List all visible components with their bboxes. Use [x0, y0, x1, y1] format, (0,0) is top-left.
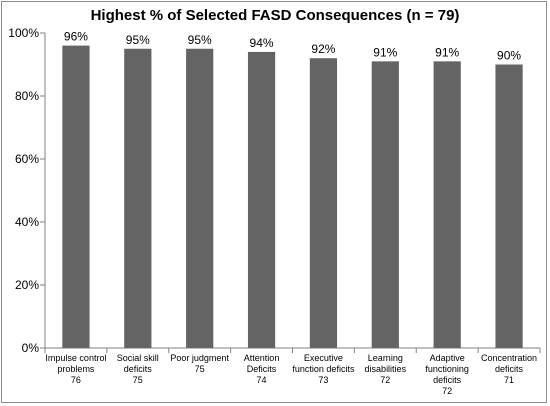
- y-tick-label: 100%: [8, 26, 39, 40]
- y-axis: 0% 20% 40% 60% 80% 100%: [8, 26, 46, 355]
- category-label-line: Poor judgment: [170, 353, 229, 363]
- bar: [433, 61, 461, 348]
- y-tick-label: 80%: [15, 89, 39, 103]
- data-label: 91%: [435, 45, 459, 59]
- category-label-line: problems: [57, 364, 95, 374]
- category-label: Attention Deficits 74: [244, 353, 280, 385]
- category-label-line: 75: [133, 375, 143, 385]
- category-label-line: deficits: [495, 364, 524, 374]
- category-label-line: 75: [195, 364, 205, 374]
- category-label-line: Adaptive: [430, 353, 465, 363]
- data-label: 94%: [250, 36, 274, 50]
- y-tick-label: 0%: [22, 341, 40, 355]
- category-label-line: 72: [442, 386, 452, 396]
- category-label-line: Learning: [368, 353, 403, 363]
- category-label-line: Attention: [244, 353, 280, 363]
- bar: [309, 58, 338, 348]
- category-label: Adaptive functioning deficits 72: [425, 353, 469, 396]
- bar: [124, 48, 152, 348]
- bars: [62, 45, 523, 349]
- category-label: Executive function deficits 73: [292, 353, 355, 385]
- data-label: 90%: [497, 49, 521, 63]
- category-label-line: 74: [257, 375, 267, 385]
- y-tick-label: 40%: [15, 215, 39, 229]
- category-label-line: Executive: [304, 353, 343, 363]
- category-label: Impulse control problems 76: [45, 353, 106, 385]
- data-label: 91%: [373, 45, 397, 59]
- bar: [62, 45, 90, 348]
- category-label: Concentration deficits 71: [481, 353, 537, 385]
- category-label-line: 76: [71, 375, 81, 385]
- category-label-line: Social skill: [117, 353, 159, 363]
- category-label-line: functioning: [425, 364, 469, 374]
- data-labels: 96% 95% 95% 94% 92% 91% 91% 90%: [64, 30, 521, 63]
- category-label: Social skill deficits 75: [117, 353, 159, 385]
- y-tick-label: 60%: [15, 152, 39, 166]
- category-label-line: deficits: [124, 364, 153, 374]
- bar: [371, 61, 399, 348]
- data-label: 96%: [64, 30, 88, 44]
- y-tick-label: 20%: [15, 278, 39, 292]
- category-label-line: 73: [318, 375, 328, 385]
- category-label-line: 71: [504, 375, 514, 385]
- data-label: 95%: [126, 33, 150, 47]
- category-label: Learning disabilities 72: [365, 353, 407, 385]
- bar: [495, 64, 523, 348]
- category-label: Poor judgment 75: [170, 353, 229, 374]
- category-label-line: Impulse control: [45, 353, 106, 363]
- category-label-line: 72: [380, 375, 390, 385]
- chart-title: Highest % of Selected FASD Consequences …: [91, 7, 460, 24]
- data-label: 92%: [311, 42, 335, 56]
- data-label: 95%: [188, 33, 212, 47]
- category-label-line: deficits: [433, 375, 462, 385]
- category-label-line: disabilities: [365, 364, 407, 374]
- bar: [186, 48, 214, 348]
- category-label-line: function deficits: [292, 364, 355, 374]
- category-label-line: Concentration: [481, 353, 537, 363]
- bar: [247, 51, 276, 349]
- category-label-line: Deficits: [247, 364, 277, 374]
